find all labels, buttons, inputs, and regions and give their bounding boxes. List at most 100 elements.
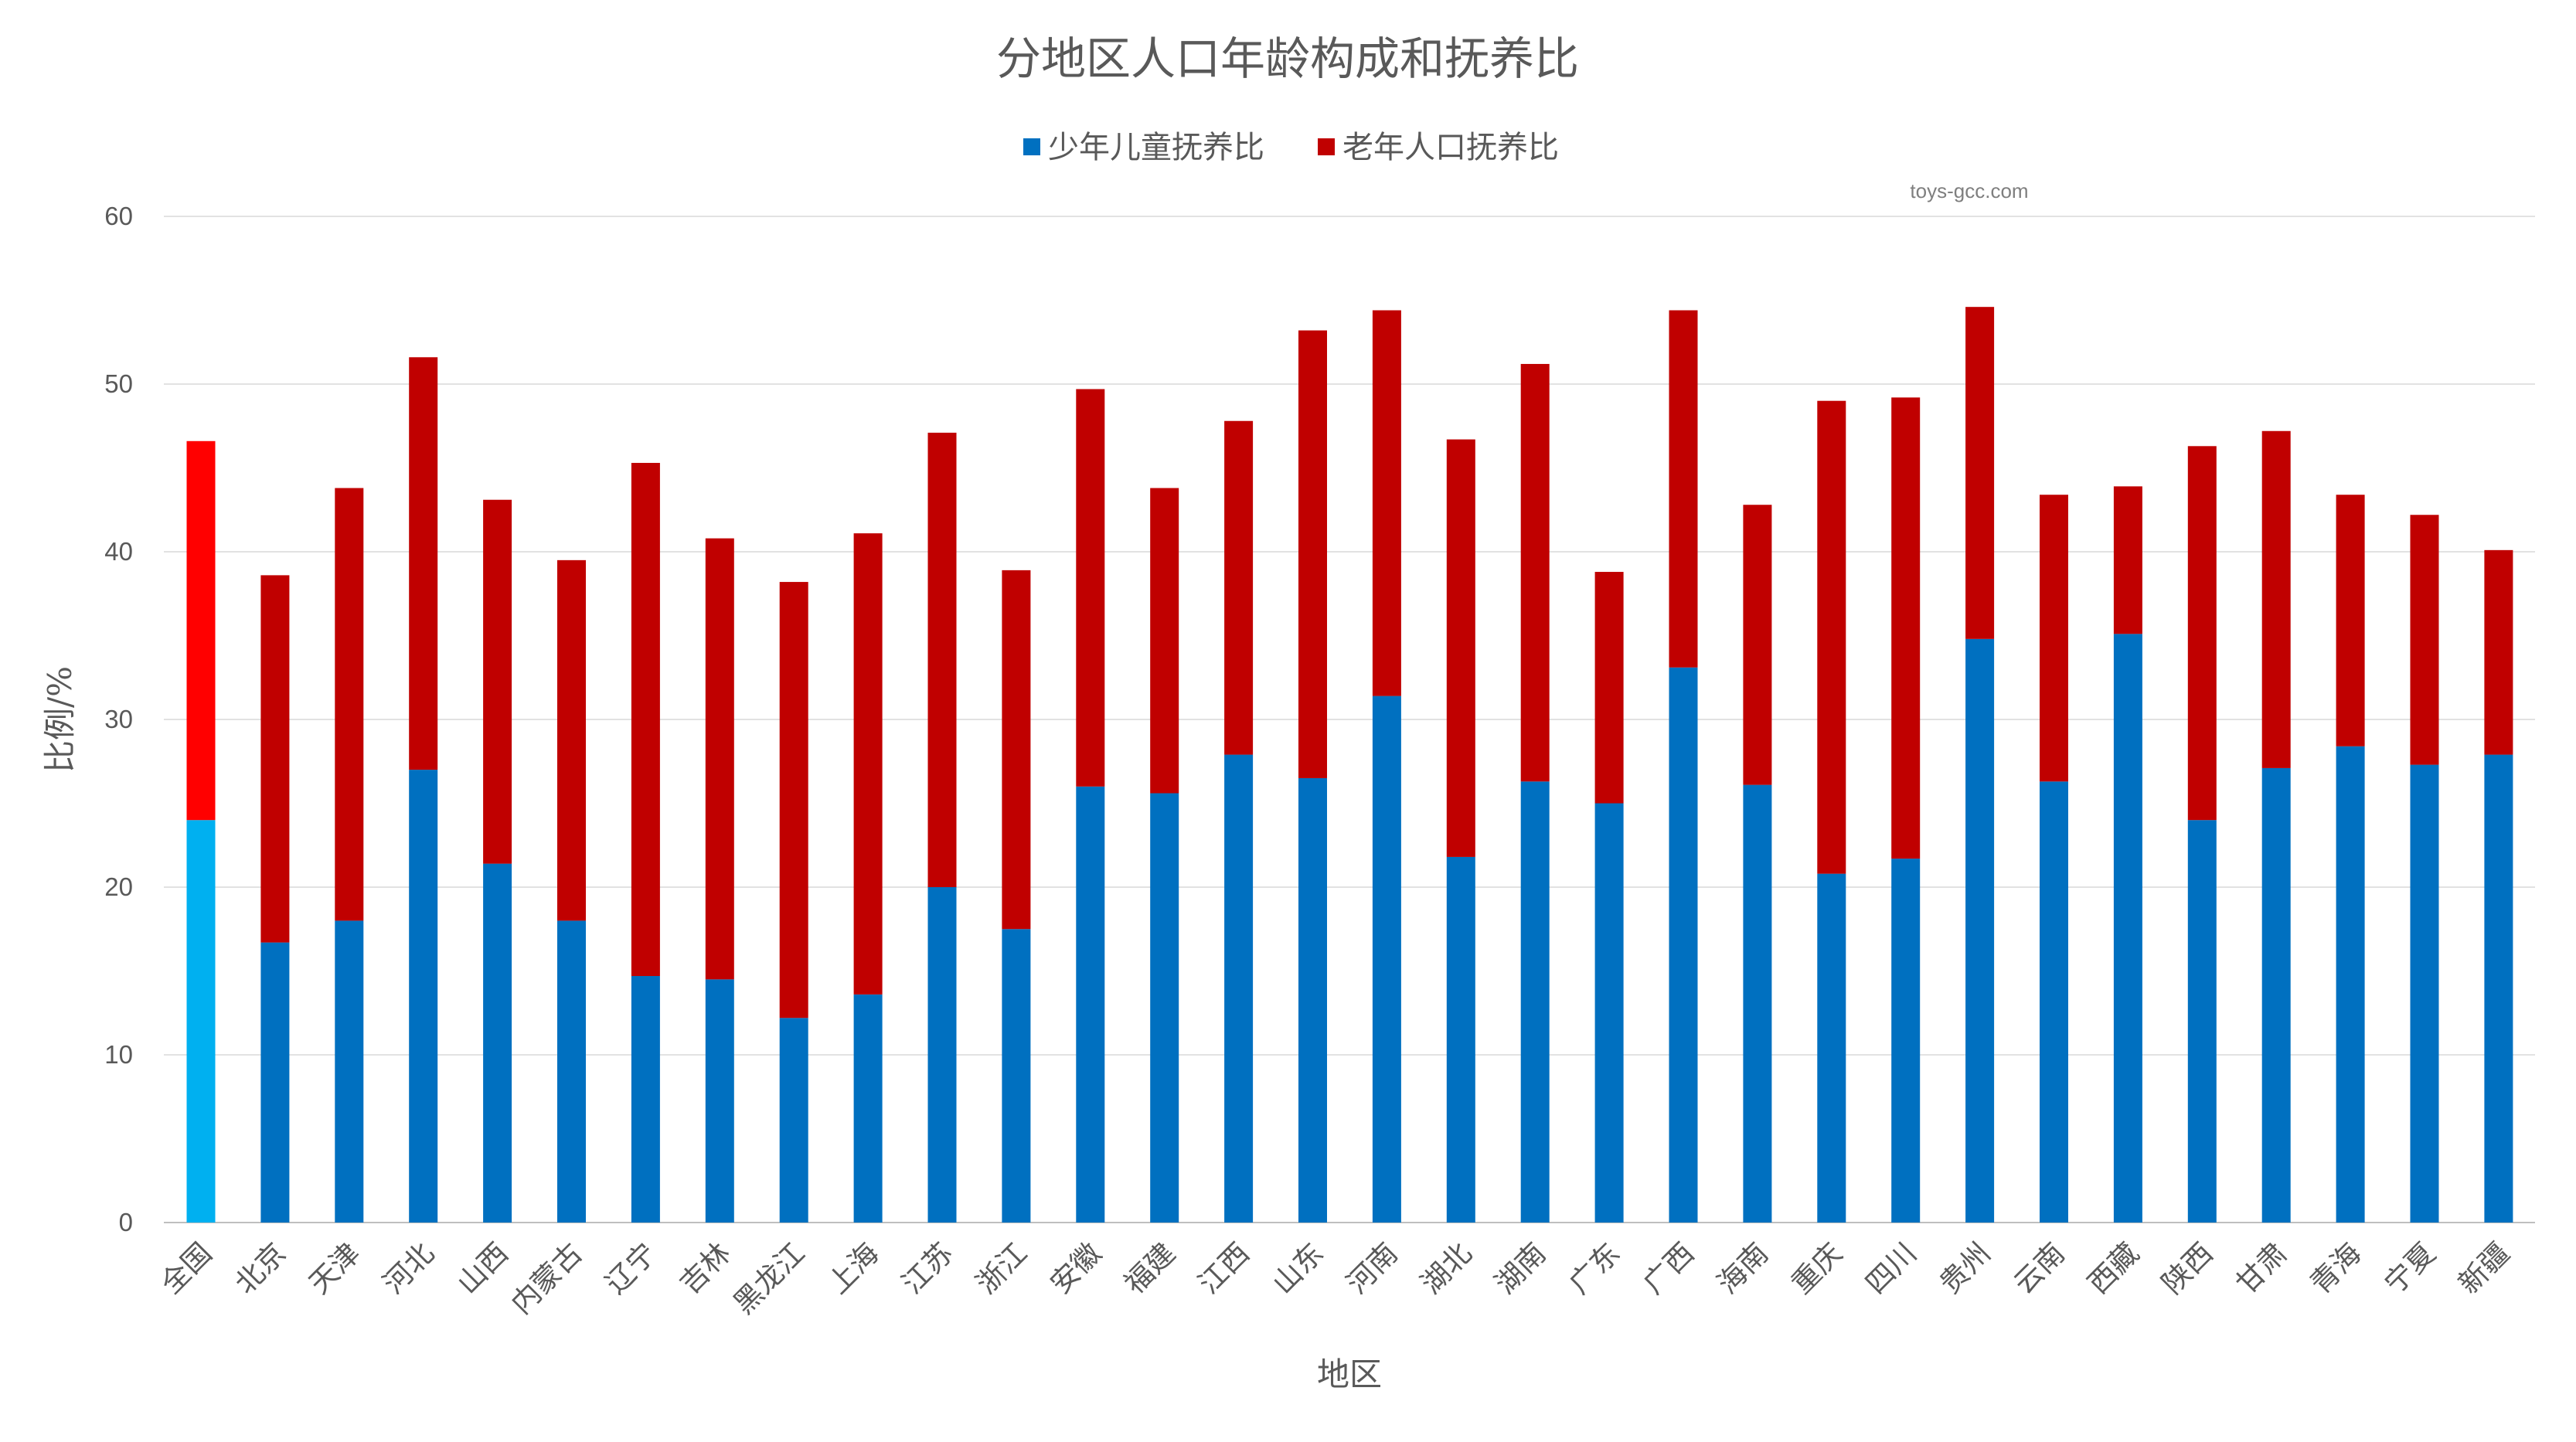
legend-swatch-children <box>1023 138 1040 155</box>
grid <box>164 216 2535 1223</box>
x-tick-label: 黑龙江 <box>727 1236 812 1321</box>
bar-children-福建 <box>1150 793 1179 1223</box>
bar-elderly-广东 <box>1594 572 1624 804</box>
bar-elderly-重庆 <box>1817 400 1846 874</box>
bar-children-辽宁 <box>631 976 660 1223</box>
x-tick-label: 北京 <box>229 1236 293 1301</box>
y-axis-ticks: 0 10 20 30 40 50 60 <box>104 202 133 1236</box>
x-tick-label: 河南 <box>1340 1236 1404 1301</box>
y-tick-label: 20 <box>104 872 133 901</box>
bar-children-内蒙古 <box>557 920 586 1223</box>
x-tick-label: 天津 <box>302 1236 366 1301</box>
bar-children-河北 <box>409 770 438 1223</box>
x-tick-label: 广西 <box>1637 1236 1701 1301</box>
bar-children-甘肃 <box>2261 767 2291 1223</box>
bar-children-安徽 <box>1076 786 1105 1223</box>
bar-elderly-宁夏 <box>2410 515 2439 765</box>
x-tick-label: 浙江 <box>970 1236 1034 1301</box>
bar-elderly-湖北 <box>1446 439 1475 857</box>
x-tick-label: 青海 <box>2304 1236 2368 1301</box>
bar-elderly-湖南 <box>1520 363 1550 782</box>
bar-elderly-江苏 <box>927 432 957 887</box>
y-tick-label: 0 <box>119 1208 133 1236</box>
bar-elderly-甘肃 <box>2261 430 2291 768</box>
bar-elderly-江西 <box>1224 420 1254 755</box>
legend-swatch-elderly <box>1318 138 1335 155</box>
bar-elderly-辽宁 <box>631 462 660 977</box>
bar-children-河南 <box>1372 695 1401 1223</box>
x-tick-label: 海南 <box>1711 1236 1775 1301</box>
bar-children-青海 <box>2336 746 2365 1223</box>
bar-elderly-河北 <box>409 357 438 770</box>
x-axis-title: 地区 <box>1317 1355 1382 1393</box>
y-tick-label: 40 <box>104 537 133 566</box>
bar-elderly-黑龙江 <box>779 582 808 1019</box>
x-tick-label: 河北 <box>376 1236 441 1301</box>
x-tick-label: 内蒙古 <box>505 1236 589 1321</box>
bar-elderly-海南 <box>1743 505 1772 785</box>
x-tick-label: 江苏 <box>896 1236 960 1301</box>
x-tick-label: 云南 <box>2007 1236 2071 1301</box>
bar-children-宁夏 <box>2410 764 2439 1223</box>
bar-children-黑龙江 <box>779 1018 808 1223</box>
bar-elderly-新疆 <box>2484 549 2513 755</box>
bar-elderly-云南 <box>2040 495 2068 782</box>
bar-children-上海 <box>853 994 883 1223</box>
bar-children-天津 <box>335 920 364 1223</box>
bar-children-湖南 <box>1520 781 1550 1223</box>
x-tick-label: 江西 <box>1192 1236 1256 1301</box>
bar-elderly-河南 <box>1372 310 1401 696</box>
x-tick-label: 山东 <box>1266 1236 1330 1301</box>
x-tick-label: 新疆 <box>2452 1236 2516 1301</box>
bar-children-海南 <box>1743 784 1772 1223</box>
bar-children-云南 <box>2040 781 2068 1223</box>
bar-elderly-安徽 <box>1076 389 1105 787</box>
bar-children-新疆 <box>2484 754 2513 1223</box>
bar-elderly-陕西 <box>2187 446 2217 821</box>
bar-children-全国 <box>186 820 216 1223</box>
x-tick-label: 福建 <box>1118 1236 1182 1301</box>
y-axis-title: 比例/% <box>41 666 79 773</box>
x-tick-label: 上海 <box>822 1236 886 1301</box>
bar-elderly-吉林 <box>705 538 734 980</box>
watermark: toys-gcc.com <box>1910 179 2028 202</box>
x-tick-label: 吉林 <box>673 1236 737 1301</box>
bar-elderly-贵州 <box>1965 307 1995 639</box>
bar-children-北京 <box>260 942 290 1223</box>
x-tick-label: 湖北 <box>1414 1236 1479 1301</box>
bar-children-江西 <box>1224 754 1254 1223</box>
bar-children-四川 <box>1891 859 1921 1223</box>
x-tick-label: 广东 <box>1563 1236 1627 1301</box>
x-tick-label: 安徽 <box>1043 1236 1108 1301</box>
bar-elderly-福建 <box>1150 488 1179 794</box>
y-tick-label: 60 <box>104 202 133 230</box>
bar-elderly-山西 <box>483 499 512 864</box>
bar-elderly-浙江 <box>1002 570 1031 930</box>
bar-children-山西 <box>483 863 512 1223</box>
legend: 少年儿童抚养比 老年人口抚养比 <box>1023 130 1559 165</box>
bar-children-江苏 <box>927 887 957 1223</box>
bar-children-陕西 <box>2187 820 2217 1223</box>
x-tick-label: 湖南 <box>1489 1236 1553 1301</box>
bar-children-广东 <box>1594 803 1624 1223</box>
bar-elderly-西藏 <box>2113 486 2142 634</box>
bar-elderly-北京 <box>260 575 290 943</box>
x-tick-label: 陕西 <box>2156 1236 2220 1301</box>
bar-children-浙江 <box>1002 929 1031 1223</box>
x-tick-label: 甘肃 <box>2230 1236 2294 1301</box>
legend-label-elderly: 老年人口抚养比 <box>1342 130 1559 165</box>
bar-children-西藏 <box>2113 634 2142 1223</box>
bars <box>186 307 2513 1223</box>
x-tick-label: 四川 <box>1859 1236 1923 1301</box>
bar-elderly-广西 <box>1669 310 1698 668</box>
bar-elderly-青海 <box>2336 495 2365 747</box>
bar-elderly-山东 <box>1298 330 1327 778</box>
bar-children-山东 <box>1298 777 1327 1223</box>
bar-children-重庆 <box>1817 873 1846 1223</box>
y-tick-label: 50 <box>104 369 133 398</box>
bar-elderly-上海 <box>853 533 883 995</box>
x-tick-label: 重庆 <box>1785 1236 1849 1301</box>
